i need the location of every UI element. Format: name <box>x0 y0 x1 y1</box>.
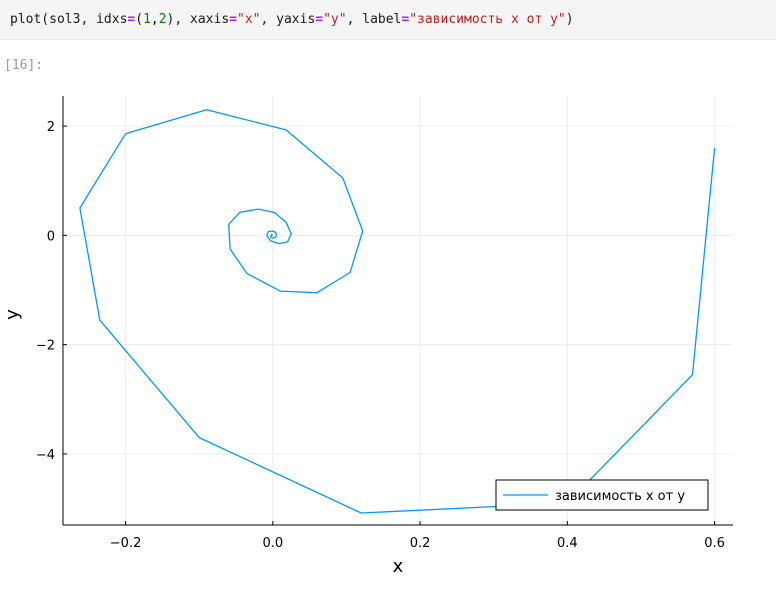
code-token: plot(sol3, idxs <box>10 12 128 27</box>
code-token: , yaxis <box>260 12 316 27</box>
code-token: ( <box>135 12 144 27</box>
y-tick-label: −4 <box>36 448 55 463</box>
series-line <box>79 109 716 514</box>
grid-lines <box>63 96 733 525</box>
code-token: = <box>229 12 237 27</box>
tick-labels: −0.2 0.0 0.2 0.4 0.6 2 0 −2 −4 <box>36 120 725 551</box>
code-token: 1 <box>143 12 151 27</box>
code-token: = <box>127 12 136 27</box>
y-tick-label: −2 <box>36 339 55 354</box>
axes <box>62 96 733 526</box>
legend-label: зависимость x от y <box>555 489 685 504</box>
code-cell[interactable]: plot(sol3, idxs=(1,2), xaxis="x", yaxis=… <box>0 0 776 40</box>
code-token: "y" <box>323 12 347 27</box>
code-token: = <box>315 12 324 27</box>
code-token: = <box>401 12 410 27</box>
y-tick-label: 0 <box>47 229 55 244</box>
code-token: , label <box>346 12 402 27</box>
code-token: "x" <box>237 12 261 27</box>
x-tick-label: 0.0 <box>262 536 283 551</box>
code-token: "зависимость x от y" <box>409 12 566 27</box>
code-token: ) <box>565 12 574 27</box>
x-axis-title: x <box>393 556 404 577</box>
code-line[interactable]: plot(sol3, idxs=(1,2), xaxis="x", yaxis=… <box>10 12 574 27</box>
y-axis-title: y <box>2 309 23 320</box>
y-tick-label: 2 <box>47 120 55 135</box>
x-tick-label: −0.2 <box>110 536 142 551</box>
code-token: 2 <box>158 12 167 27</box>
x-tick-label: 0.6 <box>704 536 725 551</box>
x-tick-label: 0.4 <box>557 536 578 551</box>
series-layer <box>79 109 716 514</box>
x-tick-label: 0.2 <box>410 536 431 551</box>
code-token: , <box>150 12 159 27</box>
code-token: ), xaxis <box>166 12 230 27</box>
legend: зависимость x от y <box>495 479 709 511</box>
output-prompt: [16]: <box>4 58 44 73</box>
